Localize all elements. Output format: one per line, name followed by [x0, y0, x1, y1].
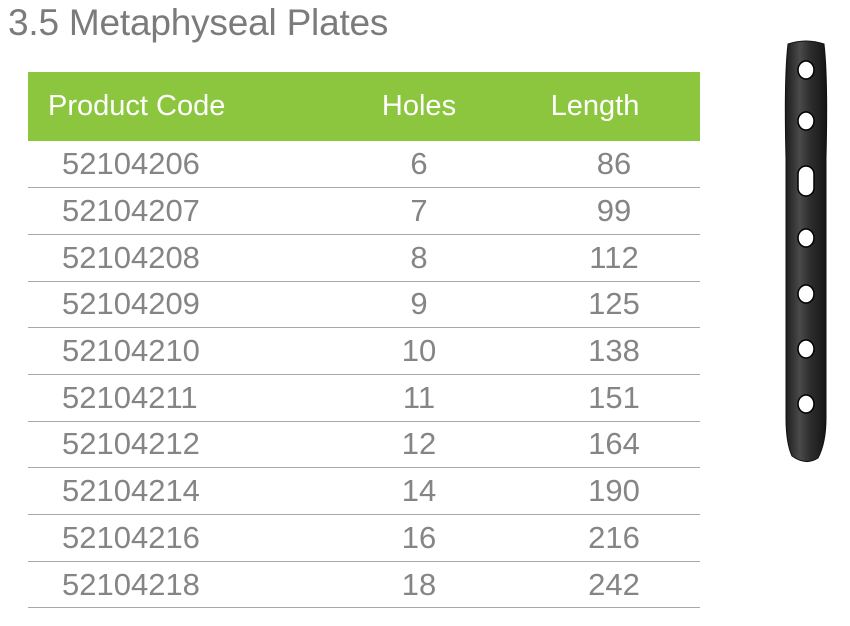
table-row: 52104206 6 86: [28, 141, 700, 188]
table-row: 52104218 18 242: [28, 561, 700, 608]
table-row: 52104208 8 112: [28, 234, 700, 282]
cell-product-code: 52104207: [62, 193, 200, 229]
header-length: Length: [550, 90, 640, 122]
page-title: 3.5 Metaphyseal Plates: [8, 2, 389, 43]
cell-length: 164: [588, 426, 640, 462]
cell-length: 125: [588, 286, 640, 322]
cell-product-code: 52104210: [62, 333, 200, 369]
plate-hole: [797, 394, 815, 414]
header-product-code: Product Code: [48, 90, 226, 122]
metaphyseal-plate-image: [784, 40, 828, 462]
plate-slot: [797, 165, 815, 197]
cell-holes: 16: [401, 519, 437, 555]
cell-holes: 18: [401, 566, 437, 602]
plate-hole: [797, 339, 815, 359]
cell-holes: 7: [410, 193, 428, 229]
cell-length: 242: [588, 566, 640, 602]
cell-product-code: 52104216: [62, 519, 200, 555]
cell-length: 216: [588, 519, 640, 555]
cell-length: 86: [596, 146, 632, 182]
table-row: 52104207 7 99: [28, 188, 700, 235]
table-row: 52104211 11 151: [28, 374, 700, 422]
cell-length: 151: [588, 379, 640, 415]
cell-holes: 12: [401, 426, 437, 462]
cell-product-code: 52104214: [62, 473, 200, 509]
cell-product-code: 52104218: [62, 566, 200, 602]
plate-hole: [797, 111, 815, 131]
plate-hole: [797, 284, 815, 304]
cell-holes: 8: [410, 239, 428, 275]
cell-product-code: 52104209: [62, 286, 200, 322]
cell-product-code: 52104211: [62, 379, 198, 415]
plate-hole: [797, 60, 815, 80]
plate-body: [784, 40, 828, 462]
table-row: 52104214 14 190: [28, 468, 700, 515]
cell-holes: 14: [401, 473, 437, 509]
table-row: 52104216 16 216: [28, 515, 700, 562]
cell-length: 138: [588, 333, 640, 369]
cell-length: 112: [589, 239, 639, 275]
cell-holes: 11: [402, 379, 436, 415]
table-row: 52104212 12 164: [28, 421, 700, 468]
cell-holes: 9: [410, 286, 428, 322]
cell-length: 190: [588, 473, 640, 509]
cell-holes: 10: [401, 333, 437, 369]
table-row: 52104209 9 125: [28, 281, 700, 328]
cell-product-code: 52104208: [62, 239, 200, 275]
table-header-row: Product Code Holes Length: [28, 72, 700, 141]
cell-product-code: 52104206: [62, 146, 200, 182]
plate-hole: [797, 228, 815, 248]
table-header: Product Code Holes Length: [28, 72, 700, 141]
table-body: 52104206 6 86 52104207 7 99 52104208 8 1…: [28, 141, 700, 608]
cell-product-code: 52104212: [62, 426, 200, 462]
header-holes: Holes: [381, 90, 457, 122]
product-table: Product Code Holes Length 52104206 6 86 …: [28, 72, 700, 608]
table-row: 52104210 10 138: [28, 328, 700, 375]
cell-holes: 6: [410, 146, 428, 182]
cell-length: 99: [596, 193, 632, 229]
